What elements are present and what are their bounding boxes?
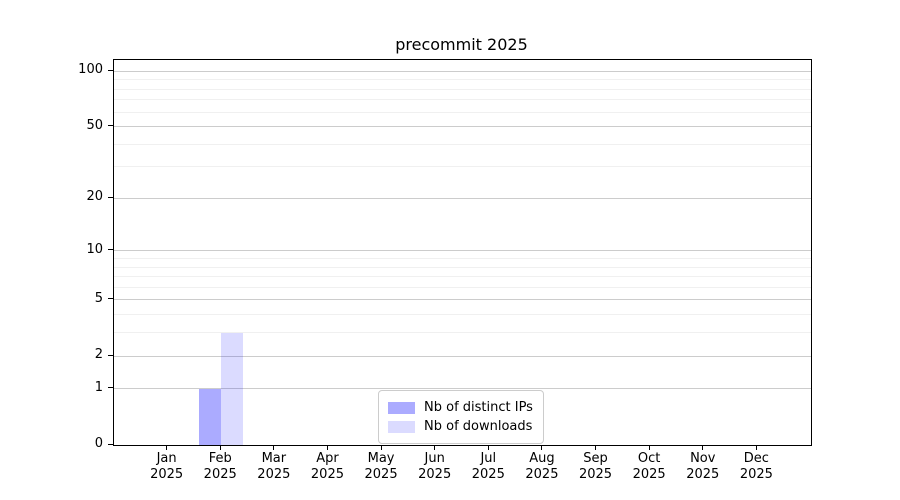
y-tick-label: 50 (86, 117, 103, 133)
minor-gridline (114, 286, 811, 288)
plot-area: Nb of distinct IPs Nb of downloads (113, 59, 812, 446)
legend-label-distinct-ips: Nb of distinct IPs (424, 400, 533, 415)
x-tick-month: Jan (156, 451, 177, 466)
x-tick-label-may: May 2025 (349, 451, 413, 483)
x-tick-month: Apr (316, 451, 339, 466)
x-tick-label-dec: Dec 2025 (724, 451, 788, 483)
y-tick-mark (108, 354, 113, 356)
x-tick-year: 2025 (471, 467, 505, 482)
y-tick-mark (108, 69, 113, 71)
x-tick-mark (273, 445, 275, 450)
x-tick-month: Jun (424, 451, 445, 466)
minor-gridline (114, 111, 811, 113)
minor-gridline (114, 314, 811, 316)
major-gridline (114, 388, 811, 390)
bar-feb-distinct-ips (199, 388, 222, 445)
x-tick-label-aug: Aug 2025 (510, 451, 574, 483)
minor-gridline (114, 276, 811, 278)
major-gridline (114, 250, 811, 252)
minor-gridline (114, 332, 811, 334)
minor-gridline (114, 79, 811, 81)
major-gridline (114, 197, 811, 199)
y-tick-label: 20 (86, 189, 103, 205)
x-tick-month: Jul (480, 451, 497, 466)
legend: Nb of distinct IPs Nb of downloads (378, 390, 544, 444)
minor-gridline (114, 166, 811, 168)
x-tick-mark (648, 445, 650, 450)
major-gridline (114, 355, 811, 357)
x-tick-year: 2025 (364, 467, 398, 482)
x-tick-mark (219, 445, 221, 450)
x-tick-year: 2025 (150, 467, 184, 482)
x-tick-year: 2025 (632, 467, 666, 482)
y-tick-label: 5 (94, 290, 103, 306)
x-tick-label-jan: Jan 2025 (135, 451, 199, 483)
y-tick-label: 2 (94, 347, 103, 363)
x-tick-label-oct: Oct 2025 (617, 451, 681, 483)
x-tick-year: 2025 (578, 467, 613, 482)
x-tick-month: Dec (743, 451, 769, 466)
x-tick-month: Sep (583, 451, 608, 466)
y-tick-mark (108, 249, 113, 251)
legend-swatch-downloads (388, 420, 415, 433)
major-gridline (114, 126, 811, 128)
x-tick-month: Aug (529, 451, 555, 466)
major-gridline (114, 299, 811, 301)
x-tick-month: Nov (690, 451, 716, 466)
x-tick-mark (595, 445, 597, 450)
x-tick-year: 2025 (203, 467, 237, 482)
chart-title: precommit 2025 (395, 35, 528, 54)
x-tick-year: 2025 (310, 467, 344, 482)
legend-item-distinct-ips: Nb of distinct IPs (388, 398, 533, 417)
x-tick-year: 2025 (257, 467, 291, 482)
y-tick-label: 10 (86, 241, 103, 257)
x-tick-year: 2025 (686, 467, 720, 482)
x-tick-label-sep: Sep 2025 (564, 451, 628, 483)
x-tick-month: Feb (208, 451, 232, 466)
y-tick-mark (108, 387, 113, 389)
x-tick-year: 2025 (739, 467, 773, 482)
x-tick-year: 2025 (418, 467, 452, 482)
x-tick-month: Oct (637, 451, 661, 466)
x-tick-mark (702, 445, 704, 450)
x-tick-label-jun: Jun 2025 (403, 451, 467, 483)
legend-label-downloads: Nb of downloads (424, 419, 533, 434)
x-tick-label-mar: Mar 2025 (242, 451, 306, 483)
x-tick-label-jul: Jul 2025 (456, 451, 520, 483)
x-tick-year: 2025 (525, 467, 559, 482)
y-tick-mark (108, 196, 113, 198)
x-tick-mark (434, 445, 436, 450)
x-tick-mark (755, 445, 757, 450)
x-tick-mark (166, 445, 168, 450)
minor-gridline (114, 99, 811, 101)
legend-item-downloads: Nb of downloads (388, 417, 533, 436)
minor-gridline (114, 258, 811, 259)
y-tick-mark (108, 443, 113, 445)
x-tick-month: May (367, 451, 395, 466)
minor-gridline (114, 88, 811, 90)
y-tick-label: 1 (94, 379, 103, 395)
x-tick-label-apr: Apr 2025 (295, 451, 359, 483)
y-tick-label: 100 (78, 62, 103, 78)
x-tick-mark (487, 445, 489, 450)
y-tick-label: 0 (94, 436, 103, 451)
minor-gridline (114, 266, 811, 268)
x-tick-label-nov: Nov 2025 (671, 451, 735, 483)
major-gridline (114, 70, 811, 72)
x-tick-label-feb: Feb 2025 (188, 451, 252, 483)
x-tick-mark (541, 445, 543, 450)
bar-feb-downloads (221, 332, 244, 445)
legend-swatch-distinct-ips (388, 401, 415, 414)
minor-gridline (114, 143, 811, 145)
x-tick-mark (326, 445, 328, 450)
y-tick-mark (108, 125, 113, 127)
y-tick-mark (108, 298, 113, 300)
x-tick-month: Mar (261, 451, 287, 466)
x-tick-mark (380, 445, 382, 450)
